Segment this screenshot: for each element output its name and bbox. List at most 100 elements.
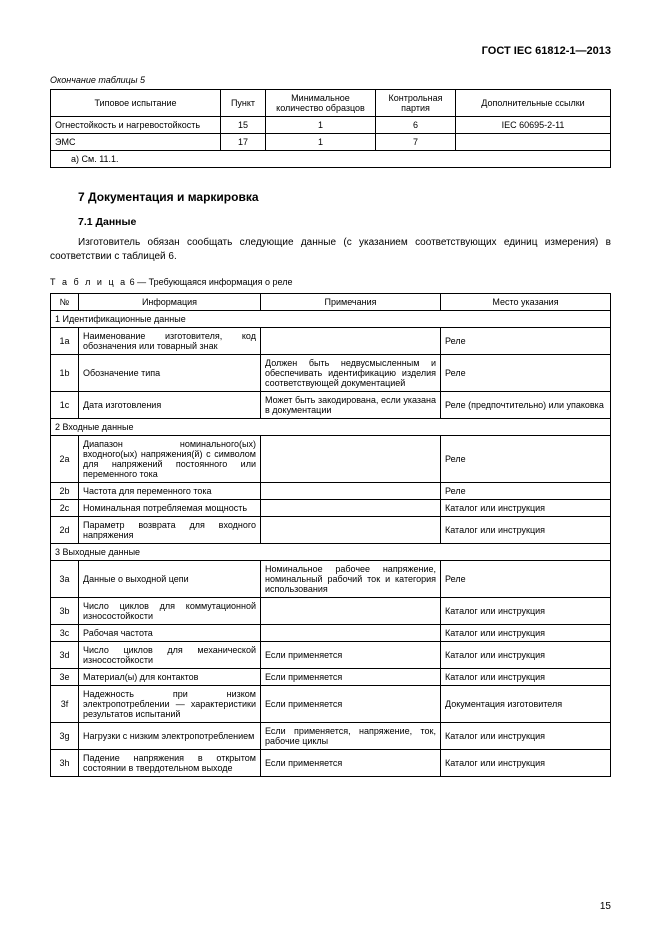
table5-cell-clause: 17: [221, 134, 266, 151]
table5-row: ЭМС 17 1 7: [51, 134, 611, 151]
table6-cell-notes: Может быть закодирована, если указана в …: [261, 392, 441, 419]
table6-group-row: 2 Входные данные: [51, 419, 611, 436]
table6-row: 1aНаименование изготовителя, код обознач…: [51, 328, 611, 355]
table6-cell-place: Каталог или инструкция: [441, 669, 611, 686]
table6-cell-notes: [261, 436, 441, 483]
table6-cell-info: Диапазон номинального(ых) входного(ых) н…: [79, 436, 261, 483]
section-7-heading: 7 Документация и маркировка: [78, 190, 611, 204]
table6-h-n: №: [51, 294, 79, 311]
table6-cell-n: 2d: [51, 517, 79, 544]
table5-footer-note: a) См. 11.1.: [51, 151, 611, 168]
table6-cell-notes: Если применяется: [261, 642, 441, 669]
table6-cell-info: Надежность при низком электропотреблении…: [79, 686, 261, 723]
table6-row: 3hПадение напряжения в открытом состояни…: [51, 750, 611, 777]
table5-cell-batch: 6: [376, 117, 456, 134]
table6-cell-place: Реле: [441, 483, 611, 500]
table6-cell-n: 1b: [51, 355, 79, 392]
table6-row: 3aДанные о выходной цепиНоминальное рабо…: [51, 561, 611, 598]
table6-cell-place: Каталог или инструкция: [441, 625, 611, 642]
table6-cell-info: Наименование изготовителя, код обозначен…: [79, 328, 261, 355]
table6-group-title: 2 Входные данные: [51, 419, 611, 436]
table6-cell-notes: [261, 625, 441, 642]
table5-caption-end: Окончание таблицы 5: [50, 75, 611, 85]
table6-cell-info: Материал(ы) для контактов: [79, 669, 261, 686]
table6-group-title: 1 Идентификационные данные: [51, 311, 611, 328]
table6-cell-n: 3d: [51, 642, 79, 669]
table5-cell-min: 1: [266, 134, 376, 151]
table6-cell-n: 3g: [51, 723, 79, 750]
table6-cell-notes: Номинальное рабочее напряжение, номиналь…: [261, 561, 441, 598]
table5-cell-ref: IEC 60695-2-11: [456, 117, 611, 134]
table5-cell-test: ЭМС: [51, 134, 221, 151]
table6-caption: Т а б л и ц а 6 — Требующаяся информация…: [50, 277, 611, 287]
table6-cell-notes: [261, 483, 441, 500]
table6-group-row: 1 Идентификационные данные: [51, 311, 611, 328]
table6-cell-info: Номинальная потребляемая мощность: [79, 500, 261, 517]
table6-cell-notes: Если применяется: [261, 750, 441, 777]
table6-cell-n: 3f: [51, 686, 79, 723]
table6-cell-notes: Если применяется: [261, 669, 441, 686]
table5-h-test: Типовое испытание: [51, 90, 221, 117]
table6-cell-place: Каталог или инструкция: [441, 517, 611, 544]
table6-cell-place: Каталог или инструкция: [441, 598, 611, 625]
table6-cell-info: Рабочая частота: [79, 625, 261, 642]
table6-cell-info: Частота для переменного тока: [79, 483, 261, 500]
table5-header-row: Типовое испытание Пункт Минимальное коли…: [51, 90, 611, 117]
table5-cell-min: 1: [266, 117, 376, 134]
table6-cell-info: Дата изготовления: [79, 392, 261, 419]
table6-cell-info: Данные о выходной цепи: [79, 561, 261, 598]
table6-row: 3eМатериал(ы) для контактовЕсли применяе…: [51, 669, 611, 686]
table6-cell-info: Число циклов для коммутационной износост…: [79, 598, 261, 625]
table5-h-ref: Дополнительные ссылки: [456, 90, 611, 117]
table5-footer-row: a) См. 11.1.: [51, 151, 611, 168]
table6-group-title: 3 Выходные данные: [51, 544, 611, 561]
table6-cell-place: Каталог или инструкция: [441, 642, 611, 669]
table6-row: 3dЧисло циклов для механической износост…: [51, 642, 611, 669]
table6-row: 1bОбозначение типаДолжен быть недвусмысл…: [51, 355, 611, 392]
table6-cell-n: 3e: [51, 669, 79, 686]
table6-cell-notes: Если применяется, напряжение, ток, рабоч…: [261, 723, 441, 750]
document-id: ГОСТ IEC 61812-1—2013: [50, 45, 611, 57]
table6-cell-n: 1a: [51, 328, 79, 355]
table6-cell-info: Нагрузки с низким электропотреблением: [79, 723, 261, 750]
table6-group-row: 3 Выходные данные: [51, 544, 611, 561]
table6: № Информация Примечания Место указания 1…: [50, 293, 611, 777]
table6-cell-notes: [261, 598, 441, 625]
table6-cell-info: Число циклов для механической износостой…: [79, 642, 261, 669]
table6-h-place: Место указания: [441, 294, 611, 311]
table6-row: 2cНоминальная потребляемая мощностьКатал…: [51, 500, 611, 517]
table6-cell-notes: [261, 517, 441, 544]
table5-h-clause: Пункт: [221, 90, 266, 117]
table6-cell-info: Падение напряжения в открытом состоянии …: [79, 750, 261, 777]
table5-h-batch: Контрольная партия: [376, 90, 456, 117]
table6-row: 3fНадежность при низком электропотреблен…: [51, 686, 611, 723]
table6-caption-prefix: Т а б л и ц а: [50, 277, 127, 287]
table6-cell-place: Документация изготовителя: [441, 686, 611, 723]
section-7-1-intro: Изготовитель обязан сообщать следующие д…: [50, 236, 611, 263]
table6-cell-notes: Если применяется: [261, 686, 441, 723]
table5-cell-clause: 15: [221, 117, 266, 134]
table6-row: 2bЧастота для переменного тока Реле: [51, 483, 611, 500]
table6-cell-info: Параметр возврата для входного напряжени…: [79, 517, 261, 544]
table5-h-min: Минимальное количество образцов: [266, 90, 376, 117]
table5-cell-batch: 7: [376, 134, 456, 151]
table6-caption-rest: 6 — Требующаяся информация о реле: [127, 277, 292, 287]
page: ГОСТ IEC 61812-1—2013 Окончание таблицы …: [0, 0, 661, 936]
table6-cell-place: Реле: [441, 561, 611, 598]
table6-cell-notes: [261, 328, 441, 355]
table6-header-row: № Информация Примечания Место указания: [51, 294, 611, 311]
table6-cell-n: 2b: [51, 483, 79, 500]
table6-cell-place: Реле: [441, 355, 611, 392]
table6-cell-n: 2a: [51, 436, 79, 483]
table6-cell-n: 3a: [51, 561, 79, 598]
table6-cell-place: Реле: [441, 328, 611, 355]
table6-cell-notes: Должен быть недвусмысленным и обеспечива…: [261, 355, 441, 392]
table6-row: 1cДата изготовленияМожет быть закодирова…: [51, 392, 611, 419]
table6-row: 2aДиапазон номинального(ых) входного(ых)…: [51, 436, 611, 483]
table6-cell-info: Обозначение типа: [79, 355, 261, 392]
table6-row: 3gНагрузки с низким электропотреблениемЕ…: [51, 723, 611, 750]
table6-cell-place: Каталог или инструкция: [441, 723, 611, 750]
table6-cell-place: Реле: [441, 436, 611, 483]
table6-h-notes: Примечания: [261, 294, 441, 311]
table6-row: 2dПараметр возврата для входного напряже…: [51, 517, 611, 544]
